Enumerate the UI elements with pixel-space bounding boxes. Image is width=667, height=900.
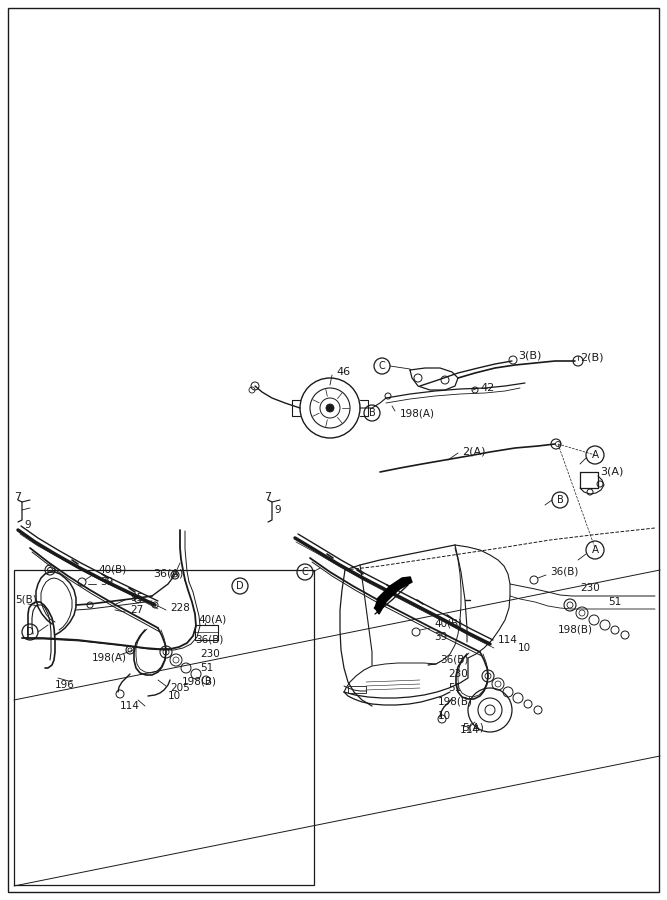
Text: 2(B): 2(B) — [580, 353, 604, 363]
Bar — [14, 570, 314, 885]
Text: 230: 230 — [580, 583, 600, 593]
Text: 114: 114 — [120, 701, 140, 711]
Text: 40(B): 40(B) — [434, 619, 462, 629]
Text: A: A — [592, 545, 598, 555]
Text: 9: 9 — [24, 520, 31, 530]
Text: 5(A): 5(A) — [462, 723, 484, 733]
Text: 36(A): 36(A) — [153, 568, 183, 578]
Text: 40(A): 40(A) — [198, 615, 226, 625]
Text: 36(B): 36(B) — [440, 655, 468, 665]
Text: 205: 205 — [170, 683, 189, 693]
Text: 114: 114 — [460, 725, 480, 735]
Text: 39: 39 — [100, 577, 113, 587]
Text: 42: 42 — [480, 383, 494, 393]
Text: 7: 7 — [14, 492, 21, 502]
Text: B: B — [557, 495, 564, 505]
Text: 9: 9 — [274, 505, 281, 515]
Text: D: D — [236, 581, 244, 591]
Text: 3(B): 3(B) — [518, 351, 542, 361]
Text: C: C — [301, 567, 308, 577]
Text: D: D — [26, 627, 34, 637]
Text: 3(A): 3(A) — [600, 467, 624, 477]
Text: 10: 10 — [168, 691, 181, 701]
Text: 230: 230 — [200, 649, 219, 659]
Text: 46: 46 — [336, 367, 350, 377]
Text: 40(B): 40(B) — [98, 565, 126, 575]
Text: A: A — [592, 450, 598, 460]
Text: 198(B): 198(B) — [438, 697, 473, 707]
Text: 196: 196 — [55, 680, 75, 690]
Text: 36(B): 36(B) — [550, 567, 578, 577]
Text: 228: 228 — [170, 603, 190, 613]
Polygon shape — [375, 577, 412, 614]
Text: 7: 7 — [264, 492, 271, 502]
Text: 198(B): 198(B) — [182, 677, 217, 687]
Text: 95: 95 — [130, 593, 143, 603]
Text: 51: 51 — [448, 683, 462, 693]
Text: 198(A): 198(A) — [400, 408, 435, 418]
Text: 230: 230 — [448, 669, 468, 679]
Circle shape — [326, 404, 334, 412]
Bar — [348, 686, 366, 693]
Text: 36(B): 36(B) — [195, 635, 223, 645]
Text: 198(B): 198(B) — [558, 625, 593, 635]
Text: 51: 51 — [200, 663, 213, 673]
Text: 10: 10 — [518, 643, 531, 653]
Text: 2(A): 2(A) — [462, 447, 486, 457]
Text: 51: 51 — [608, 597, 621, 607]
Text: B: B — [369, 408, 376, 418]
Text: 10: 10 — [438, 711, 451, 721]
Text: 39: 39 — [434, 632, 448, 642]
Text: 27: 27 — [130, 605, 143, 615]
Text: 198(A): 198(A) — [92, 653, 127, 663]
Text: C: C — [379, 361, 386, 371]
Text: 5(B): 5(B) — [15, 595, 37, 605]
Text: 114: 114 — [498, 635, 518, 645]
